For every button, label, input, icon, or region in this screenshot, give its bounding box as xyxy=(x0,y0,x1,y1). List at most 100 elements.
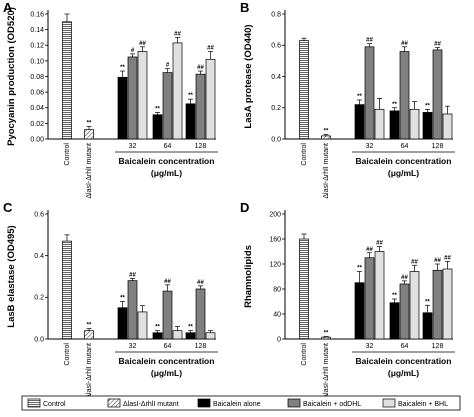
significance-label: ** xyxy=(188,325,193,331)
bar-bhl xyxy=(137,51,148,140)
x-label-mutant: ΔlasI-ΔrhlI mutant xyxy=(86,143,93,199)
significance-label: ## xyxy=(434,42,441,48)
y-tick-label: 0.16 xyxy=(30,11,44,18)
legend-label: Control xyxy=(43,401,66,408)
y-tick-label: 0.04 xyxy=(30,105,44,112)
significance-label: ## xyxy=(174,31,181,37)
significance-label: ** xyxy=(87,323,92,329)
y-tick-label: 40 xyxy=(273,311,281,318)
x-axis-title-line2: (μg/mL) xyxy=(388,168,419,178)
bar-bhl xyxy=(172,42,183,140)
legend-box xyxy=(21,395,461,411)
x-label-control: Control xyxy=(64,143,71,166)
x-category-label: 32 xyxy=(366,343,374,350)
significance-label: # xyxy=(131,48,135,54)
bar-oddhl xyxy=(432,269,443,340)
x-axis-title-line2: (μg/mL) xyxy=(388,368,419,378)
x-label-control: Control xyxy=(301,143,308,166)
significance-label: ** xyxy=(324,128,329,134)
x-category-label: 128 xyxy=(195,143,207,150)
bar-oddhl xyxy=(127,56,138,140)
legend-swatch xyxy=(197,398,211,408)
y-tick-label: 0.14 xyxy=(30,27,44,34)
x-category-label: 32 xyxy=(129,143,137,150)
y-tick-label: 0.6 xyxy=(271,43,281,50)
significance-label: ## xyxy=(366,247,373,253)
y-tick-label: 120 xyxy=(269,261,281,268)
significance-label: ## xyxy=(197,65,204,71)
bar-bhl xyxy=(374,251,385,340)
significance-label: ## xyxy=(207,46,214,52)
bar-oddhl xyxy=(195,288,206,340)
x-label-mutant: ΔlasI-ΔrhlI mutant xyxy=(323,143,330,199)
y-axis-label: Rhamnolipids xyxy=(243,245,254,308)
bar-alone xyxy=(422,112,433,140)
significance-label: ** xyxy=(120,296,125,302)
x-category-label: 32 xyxy=(366,143,374,150)
significance-label: ** xyxy=(425,299,430,305)
panel-letter: D xyxy=(240,200,249,215)
x-label-mutant: ΔlasI-ΔrhlI mutant xyxy=(86,343,93,399)
bar-mutant xyxy=(84,330,94,340)
y-tick-label: 0.12 xyxy=(30,43,44,50)
y-axis-label: LasB elastase (OD495) xyxy=(6,225,17,327)
bar-oddhl xyxy=(399,51,410,140)
panel-letter: C xyxy=(3,200,13,215)
y-tick-label: 0.4 xyxy=(271,74,281,81)
bar-control xyxy=(62,21,72,140)
significance-label: ** xyxy=(188,93,193,99)
bar-bhl xyxy=(137,311,148,340)
x-category-label: 64 xyxy=(401,343,409,350)
bar-oddhl xyxy=(162,290,173,340)
bar-oddhl xyxy=(432,49,443,140)
bar-alone xyxy=(354,104,365,140)
y-axis-label: LasA protease (OD440) xyxy=(243,24,254,128)
panel-letter: B xyxy=(240,0,249,15)
x-category-label: 64 xyxy=(164,143,172,150)
bar-mutant xyxy=(321,336,331,340)
bar-alone xyxy=(152,114,163,140)
bar-control xyxy=(299,40,309,140)
legend-swatch xyxy=(287,398,301,408)
x-axis-title-line1: Baicalein concentration xyxy=(119,356,215,366)
bar-alone xyxy=(354,282,365,340)
x-label-control: Control xyxy=(64,343,71,366)
y-tick-label: 0.08 xyxy=(30,74,44,81)
bar-oddhl xyxy=(399,283,410,340)
legend-label: Baicalein alone xyxy=(213,401,261,408)
bar-bhl xyxy=(409,271,420,340)
bar-bhl xyxy=(205,58,216,140)
significance-label: ** xyxy=(425,103,430,109)
bar-bhl xyxy=(374,108,385,140)
y-axis-label: Pyocyanin production (OD520) xyxy=(6,7,17,146)
significance-label: ## xyxy=(366,38,373,44)
significance-label: ## xyxy=(197,280,204,286)
y-tick-label: 0.2 xyxy=(271,105,281,112)
bar-bhl xyxy=(205,332,216,340)
chart-panel-c: C LasB elastase (OD495) 0.0 0.2 0.4 0.6 ** Cont… xyxy=(3,200,218,399)
significance-label: ** xyxy=(120,65,125,71)
bar-oddhl xyxy=(195,73,206,140)
significance-label: ## xyxy=(411,259,418,265)
bar-oddhl xyxy=(364,257,375,340)
x-category-label: 128 xyxy=(432,343,444,350)
significance-label: ** xyxy=(357,94,362,100)
y-tick-label: 0.4 xyxy=(34,253,44,260)
legend-item-mutant: ΔlasI-ΔrhlI mutant xyxy=(107,398,179,408)
significance-label: ** xyxy=(392,102,397,108)
legend-label: Baicalein + BHL xyxy=(398,401,448,408)
y-tick-label: 160 xyxy=(269,236,281,243)
bar-alone xyxy=(185,332,196,340)
significance-label: ## xyxy=(444,256,451,262)
y-tick-label: 0.10 xyxy=(30,58,44,65)
y-tick-label: 0.0 xyxy=(34,336,44,343)
x-axis-title-line1: Baicalein concentration xyxy=(119,156,215,166)
bar-bhl xyxy=(442,268,453,340)
significance-label: ## xyxy=(129,273,136,279)
bar-bhl xyxy=(442,113,453,140)
bar-alone xyxy=(117,76,128,140)
x-axis-title-line1: Baicalein concentration xyxy=(356,156,452,166)
significance-label: ** xyxy=(87,121,92,127)
